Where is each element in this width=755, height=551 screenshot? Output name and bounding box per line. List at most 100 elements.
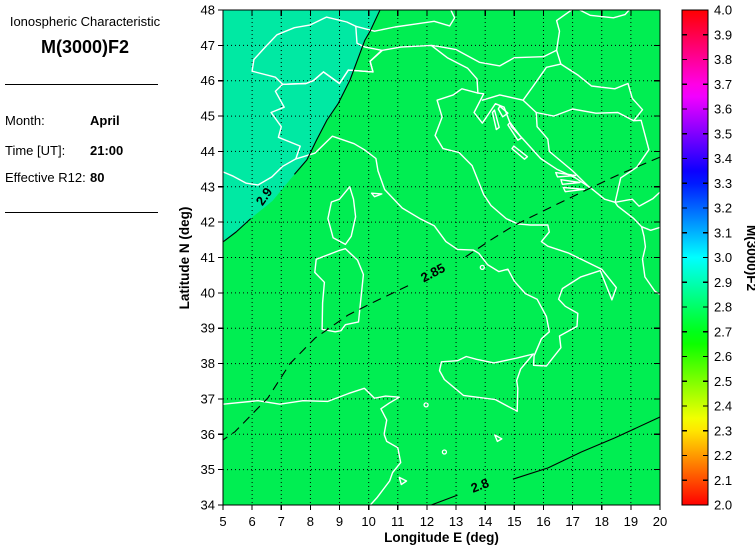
contour-line-2.85 bbox=[223, 285, 409, 441]
coastline-kerkennah bbox=[398, 476, 408, 486]
colorbar-tick-label: 2.6 bbox=[714, 349, 732, 364]
coastline-hvar bbox=[560, 178, 581, 186]
colorbar-tick-label: 2.9 bbox=[714, 275, 732, 290]
x-tick-label: 12 bbox=[420, 514, 434, 529]
colorbar-tick-label: 2.2 bbox=[714, 448, 732, 463]
x-tick-label: 15 bbox=[507, 514, 521, 529]
island-dot bbox=[423, 402, 429, 408]
colorbar-tick-label: 2.7 bbox=[714, 324, 732, 339]
contour-line-2.8 bbox=[512, 416, 660, 480]
contour-line-2.9 bbox=[223, 218, 252, 243]
coastline-austria_north bbox=[355, 10, 456, 32]
map-area: 2.92.852.8 bbox=[223, 10, 660, 505]
x-tick-label: 6 bbox=[249, 514, 256, 529]
x-tick-label: 14 bbox=[478, 514, 492, 529]
x-tick-label: 18 bbox=[594, 514, 608, 529]
colorbar-tick-label: 3.0 bbox=[714, 250, 732, 265]
time-label: Time [UT]: bbox=[5, 143, 66, 158]
x-tick-label: 19 bbox=[624, 514, 638, 529]
colorbar-tick-label: 2.1 bbox=[714, 473, 732, 488]
colorbar-tick-label: 3.2 bbox=[714, 201, 732, 216]
coastline-sava_border bbox=[522, 99, 650, 204]
y-tick-label: 38 bbox=[201, 356, 215, 371]
y-tick-label: 46 bbox=[201, 73, 215, 88]
r12-value: 80 bbox=[90, 170, 105, 185]
field-effective-r12: Effective R12: 80 bbox=[5, 170, 170, 185]
time-value: 21:00 bbox=[90, 143, 124, 158]
colorbar-tick-label: 3.9 bbox=[714, 27, 732, 42]
coastline-korcula bbox=[562, 186, 585, 193]
contour-line-2.85 bbox=[461, 156, 660, 260]
coastline-danube_border bbox=[578, 10, 631, 19]
colorbar-tick-label: 3.1 bbox=[714, 225, 732, 240]
field-time: Time [UT]: 21:00 bbox=[5, 143, 170, 158]
colorbar-tick-label: 3.4 bbox=[714, 151, 732, 166]
y-tick-label: 47 bbox=[201, 38, 215, 53]
x-tick-label: 7 bbox=[278, 514, 285, 529]
x-tick-label: 5 bbox=[219, 514, 226, 529]
characteristic-name: M(3000)F2 bbox=[40, 37, 130, 57]
y-tick-label: 36 bbox=[201, 427, 215, 442]
month-value: April bbox=[90, 113, 120, 128]
y-axis-title: Latitude N (deg) bbox=[177, 207, 192, 310]
y-tick-label: 39 bbox=[201, 321, 215, 336]
contour-line-2.8 bbox=[431, 494, 458, 505]
r12-label: Effective R12: bbox=[5, 170, 86, 185]
colorbar-tick-label: 2.3 bbox=[714, 423, 732, 438]
coastline-albania_border bbox=[640, 225, 660, 232]
x-axis-title: Longitude E (deg) bbox=[384, 530, 499, 545]
colorbar-tick-label: 2.8 bbox=[714, 300, 732, 315]
colorbar-tick-label: 3.3 bbox=[714, 176, 732, 191]
y-tick-label: 41 bbox=[201, 250, 215, 265]
contour-label-2.8: 2.8 bbox=[469, 475, 491, 495]
coastline-hungary_croatia bbox=[560, 63, 644, 122]
coastline-montenegro_border bbox=[614, 191, 660, 207]
colorbar-tick-label: 2.0 bbox=[714, 498, 732, 513]
x-tick-label: 11 bbox=[391, 514, 405, 529]
y-tick-label: 37 bbox=[201, 391, 215, 406]
coastline-provence_coast bbox=[223, 158, 297, 186]
coastline-brac bbox=[555, 171, 577, 178]
colorbar-title: M(3000)F2 bbox=[744, 225, 755, 291]
coastline-sardinia bbox=[314, 247, 365, 333]
coastline-dugi_otok bbox=[511, 145, 529, 160]
y-tick-label: 40 bbox=[201, 285, 215, 300]
coastline-corsica bbox=[327, 186, 357, 246]
island-dot bbox=[479, 264, 485, 271]
colorbar-tick-label: 3.6 bbox=[714, 102, 732, 117]
coastline-tunisia_coast bbox=[223, 387, 402, 505]
divider-top bbox=[5, 84, 158, 85]
contour-line-2.9 bbox=[293, 10, 381, 175]
divider-bottom bbox=[5, 212, 158, 213]
y-tick-label: 45 bbox=[201, 109, 215, 124]
map-fill-high-region bbox=[223, 10, 380, 242]
y-tick-label: 34 bbox=[201, 498, 215, 513]
x-tick-label: 13 bbox=[449, 514, 463, 529]
colorbar-tick-label: 2.5 bbox=[714, 374, 732, 389]
coastline-switzerland bbox=[251, 16, 383, 86]
coastline-balkan_coast bbox=[473, 92, 660, 296]
coastline-cres bbox=[491, 109, 500, 131]
x-tick-label: 9 bbox=[336, 514, 343, 529]
x-tick-label: 17 bbox=[565, 514, 579, 529]
x-tick-label: 20 bbox=[653, 514, 667, 529]
coastline-malta bbox=[494, 434, 503, 443]
y-tick-label: 48 bbox=[201, 3, 215, 18]
y-tick-label: 42 bbox=[201, 215, 215, 230]
colorbar-tick-label: 2.4 bbox=[714, 399, 732, 414]
colorbar-tick-label: 3.5 bbox=[714, 126, 732, 141]
info-panel: Ionospheric Characteristic M(3000)F2 Mon… bbox=[0, 0, 170, 551]
coastline-elba bbox=[370, 192, 383, 198]
colorbar-tick-label: 3.8 bbox=[714, 52, 732, 67]
colorbar-tick-label: 4.0 bbox=[714, 3, 732, 18]
x-tick-label: 16 bbox=[536, 514, 550, 529]
coastline-pag bbox=[507, 121, 523, 141]
y-tick-label: 35 bbox=[201, 462, 215, 477]
island-dot bbox=[441, 449, 448, 455]
coastline-bosnia_west bbox=[535, 111, 592, 190]
y-tick-label: 44 bbox=[201, 144, 215, 159]
y-tick-label: 43 bbox=[201, 179, 215, 194]
x-tick-label: 10 bbox=[361, 514, 375, 529]
